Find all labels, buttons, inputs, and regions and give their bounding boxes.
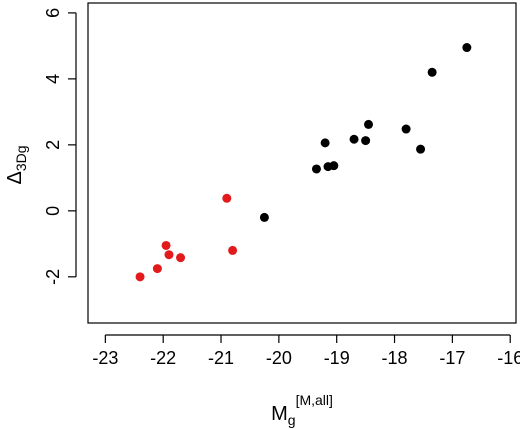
x-tick-label: -23 — [92, 348, 118, 368]
black-data-point — [361, 136, 371, 146]
y-tick-label: -2 — [43, 269, 63, 285]
black-data-point — [364, 119, 374, 129]
y-tick-label: 2 — [43, 140, 63, 150]
red-data-point — [135, 272, 145, 282]
black-data-point — [329, 161, 339, 171]
y-axis-title: Δ3Dg — [4, 145, 29, 184]
x-tick-label: -21 — [208, 348, 234, 368]
x-tick-label: -20 — [266, 348, 292, 368]
black-data-point — [320, 138, 330, 148]
y-tick-label: 6 — [43, 8, 63, 18]
black-data-point — [311, 164, 321, 174]
data-points — [135, 43, 472, 282]
black-data-point — [416, 144, 426, 154]
plot-frame — [87, 2, 517, 324]
x-axis: -23 -22 -21 -20 -19 -18 -17 -16 — [92, 334, 520, 368]
x-axis-title-sup: [M,all] — [296, 392, 333, 408]
x-tick-label: -19 — [324, 348, 350, 368]
y-axis-title-base: Δ — [4, 171, 26, 184]
red-data-point — [222, 193, 232, 203]
y-tick-label: 4 — [43, 74, 63, 84]
black-data-point — [427, 67, 437, 77]
x-tick-label: -17 — [439, 348, 465, 368]
black-data-point — [349, 134, 359, 144]
x-axis-title-base: M — [271, 403, 288, 425]
x-tick-label: -18 — [382, 348, 408, 368]
x-axis-title: Mg[M,all] — [271, 392, 333, 428]
x-axis-title-sub: g — [288, 412, 296, 428]
red-data-point — [228, 245, 238, 255]
black-data-point — [401, 124, 411, 134]
black-data-point — [462, 43, 472, 53]
red-data-point — [164, 250, 174, 260]
black-data-point — [259, 212, 269, 222]
y-axis-title-sub: 3Dg — [13, 145, 29, 171]
x-tick-label: -16 — [497, 348, 520, 368]
y-axis: -2 0 2 4 6 — [43, 8, 77, 285]
red-data-point — [152, 264, 162, 274]
red-data-point — [161, 240, 171, 250]
x-tick-label: -22 — [150, 348, 176, 368]
y-tick-label: 0 — [43, 206, 63, 216]
red-data-point — [176, 253, 186, 263]
